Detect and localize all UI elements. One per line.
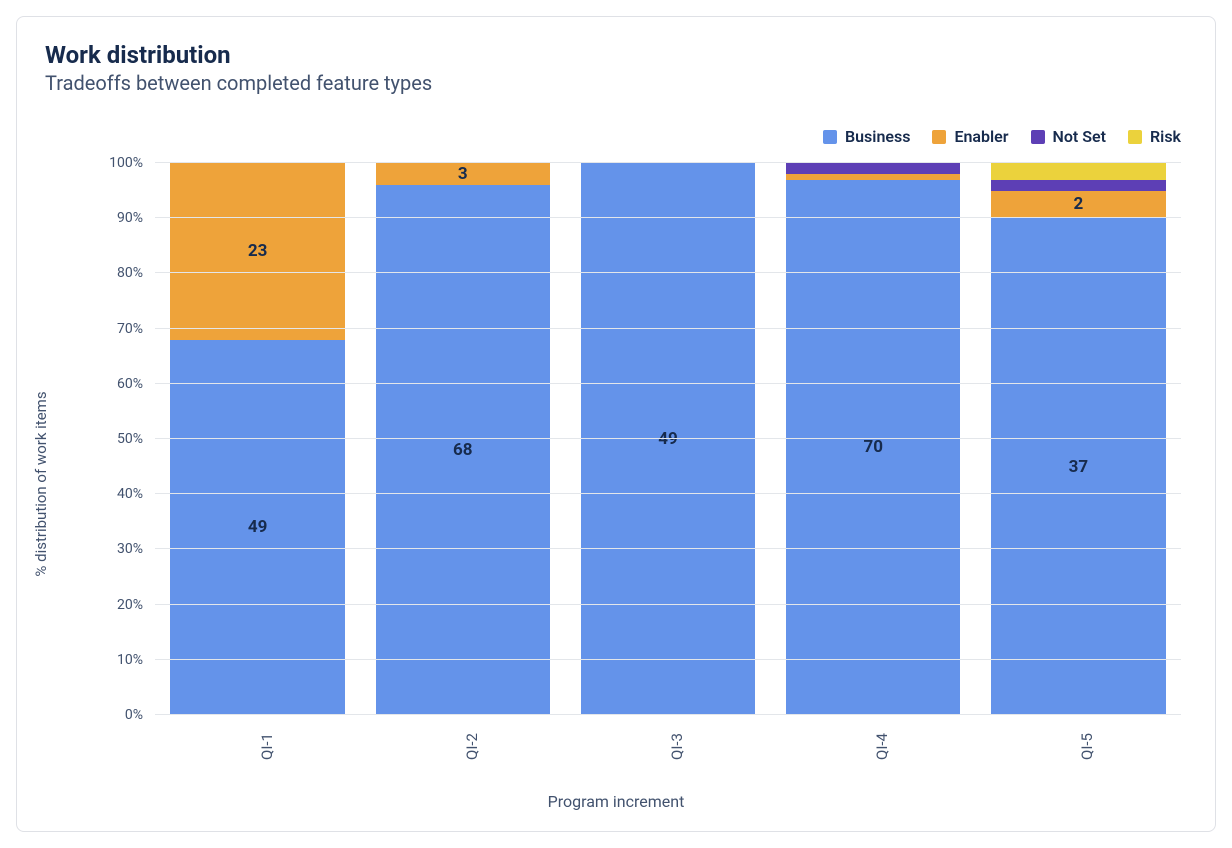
stacked-bar[interactable]: 70 bbox=[786, 163, 960, 715]
y-tick-label: 50% bbox=[117, 431, 143, 447]
gridline bbox=[155, 548, 1181, 549]
y-tick-label: 100% bbox=[109, 155, 143, 171]
bar-segment-value: 49 bbox=[658, 429, 678, 449]
bar-slot: 4923QI-1 bbox=[155, 163, 360, 715]
y-tick-label: 20% bbox=[117, 597, 143, 613]
bar-slot: 683QI-2 bbox=[360, 163, 565, 715]
stacked-bar[interactable]: 49 23 bbox=[170, 163, 344, 715]
gridline bbox=[155, 217, 1181, 218]
y-tick-label: 70% bbox=[117, 321, 143, 337]
plot-area: 4923QI-1683QI-249QI-370QI-4372QI-5 0%10%… bbox=[155, 163, 1181, 715]
gridline bbox=[155, 659, 1181, 660]
bar-segment-value: 3 bbox=[458, 164, 468, 184]
x-tick-label: QI-5 bbox=[1078, 733, 1096, 760]
stacked-bar[interactable]: 68 3 bbox=[376, 163, 550, 715]
legend-item-business[interactable]: Business bbox=[823, 127, 910, 146]
bar-segment-business[interactable]: 70 bbox=[786, 180, 960, 715]
gridline bbox=[155, 438, 1181, 439]
legend-item-enabler[interactable]: Enabler bbox=[932, 127, 1008, 146]
bar-segment-value: 70 bbox=[863, 437, 883, 457]
bar-segment-enabler[interactable]: 2 bbox=[991, 191, 1165, 219]
x-tick-label: QI-4 bbox=[873, 733, 891, 760]
legend-label: Not Set bbox=[1053, 127, 1106, 146]
gridline bbox=[155, 604, 1181, 605]
gridline bbox=[155, 493, 1181, 494]
y-axis-label: % distribution of work items bbox=[32, 391, 50, 576]
bar-segment-business[interactable]: 49 bbox=[581, 163, 755, 715]
legend-swatch-icon bbox=[1031, 130, 1045, 144]
work-distribution-card: Work distribution Tradeoffs between comp… bbox=[16, 16, 1216, 832]
gridline bbox=[155, 328, 1181, 329]
gridline bbox=[155, 162, 1181, 163]
bar-segment-value: 49 bbox=[248, 517, 268, 537]
legend-item-not_set[interactable]: Not Set bbox=[1031, 127, 1106, 146]
x-tick-label: QI-1 bbox=[258, 733, 276, 760]
bar-segment-risk[interactable] bbox=[991, 163, 1165, 180]
bar-segment-enabler[interactable]: 3 bbox=[376, 163, 550, 185]
bar-slot: 372QI-5 bbox=[976, 163, 1181, 715]
y-tick-label: 40% bbox=[117, 486, 143, 502]
bar-segment-not_set[interactable] bbox=[786, 163, 960, 174]
y-tick-label: 0% bbox=[125, 707, 143, 723]
y-tick-label: 80% bbox=[117, 265, 143, 281]
bar-segment-value: 37 bbox=[1069, 457, 1089, 477]
gridline bbox=[155, 383, 1181, 384]
x-tick-label: QI-3 bbox=[668, 733, 686, 760]
x-axis-label: Program increment bbox=[45, 792, 1187, 811]
legend-item-risk[interactable]: Risk bbox=[1128, 127, 1181, 146]
x-tick-label: QI-2 bbox=[463, 733, 481, 760]
bar-slot: 70QI-4 bbox=[771, 163, 976, 715]
chart-subtitle: Tradeoffs between completed feature type… bbox=[45, 71, 1187, 95]
chart-title: Work distribution bbox=[45, 41, 1187, 69]
legend-swatch-icon bbox=[932, 130, 946, 144]
y-tick-label: 90% bbox=[117, 210, 143, 226]
stacked-bar[interactable]: 49 bbox=[581, 163, 755, 715]
legend-swatch-icon bbox=[823, 130, 837, 144]
stacked-bar[interactable]: 37 2 bbox=[991, 163, 1165, 715]
legend-swatch-icon bbox=[1128, 130, 1142, 144]
bar-segment-value: 2 bbox=[1074, 194, 1084, 214]
bar-segment-business[interactable]: 37 bbox=[991, 218, 1165, 715]
bar-segment-enabler[interactable]: 23 bbox=[170, 163, 344, 340]
gridline bbox=[155, 272, 1181, 273]
bar-segment-not_set[interactable] bbox=[991, 180, 1165, 191]
gridline bbox=[155, 714, 1181, 715]
y-tick-label: 60% bbox=[117, 376, 143, 392]
y-tick-label: 30% bbox=[117, 541, 143, 557]
legend-label: Enabler bbox=[954, 127, 1008, 146]
legend-label: Business bbox=[845, 127, 910, 146]
bar-segment-value: 68 bbox=[453, 440, 473, 460]
bar-segment-business[interactable]: 68 bbox=[376, 185, 550, 715]
y-tick-label: 10% bbox=[117, 652, 143, 668]
bar-segment-enabler[interactable] bbox=[786, 174, 960, 180]
legend-label: Risk bbox=[1150, 127, 1181, 146]
bar-segment-value: 23 bbox=[248, 241, 268, 261]
chart-area: % distribution of work items 4923QI-1683… bbox=[45, 157, 1187, 811]
bars-container: 4923QI-1683QI-249QI-370QI-4372QI-5 bbox=[155, 163, 1181, 715]
chart-legend: Business Enabler Not Set Risk bbox=[823, 127, 1181, 146]
bar-slot: 49QI-3 bbox=[565, 163, 770, 715]
